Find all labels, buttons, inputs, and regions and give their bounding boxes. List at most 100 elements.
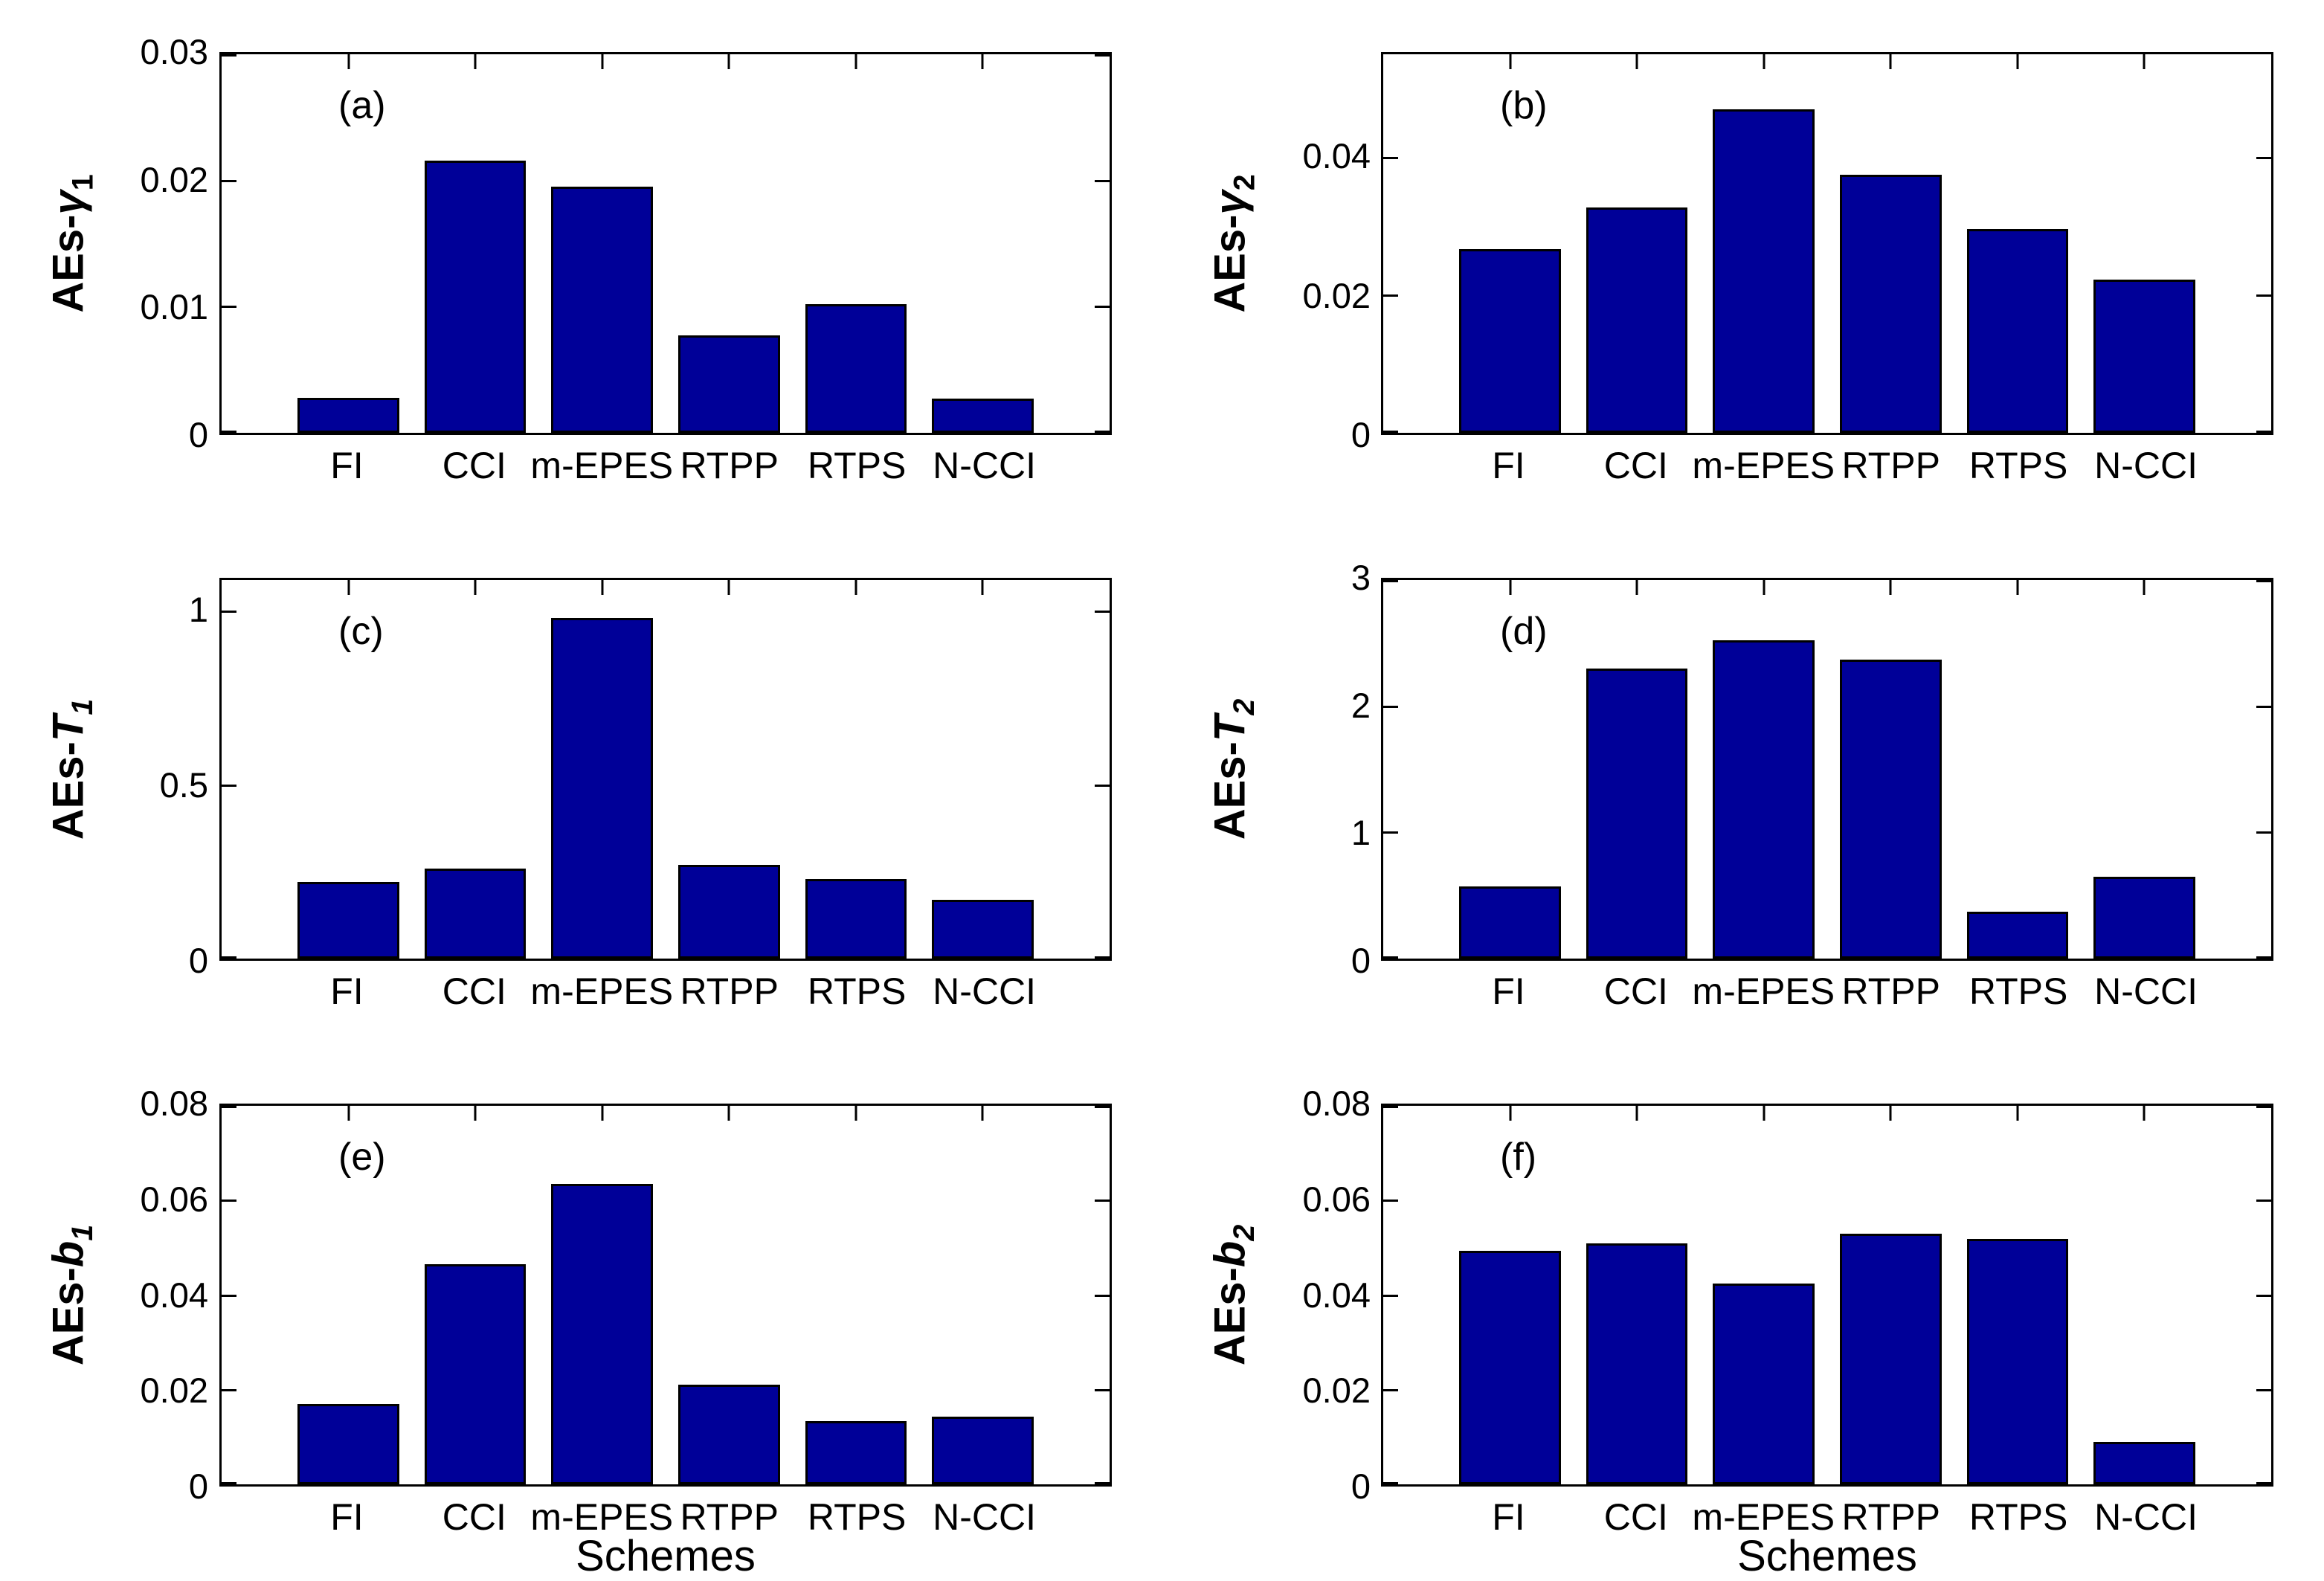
x-category-label: N-CCI [2094,970,2198,1012]
x-category-label: N-CCI [933,1496,1036,1538]
x-tick-mark [981,54,984,69]
x-category-label: N-CCI [2094,445,2198,486]
y-tick-mark [2256,956,2271,959]
y-tick-mark [1383,1482,1398,1484]
y-tick-mark [1383,1200,1398,1202]
x-tick-mark [2016,1106,2019,1121]
y-tick-label: 0.04 [1302,136,1371,176]
y-tick-mark [2256,1106,2271,1108]
y-tick-mark [2256,1200,2271,1202]
y-axis-label-symbol: γ [1206,190,1255,215]
x-category-label: CCI [442,970,506,1012]
y-tick-mark [1095,1294,1110,1297]
x-tick-mark [2143,1106,2146,1121]
x-category-label: RTPS [1969,445,2068,486]
y-tick-mark [1383,1294,1398,1297]
y-axis-label-subscript: 1 [66,1224,100,1241]
x-tick-mark [1635,580,1638,595]
y-tick-mark [222,1388,236,1391]
x-tick-mark [474,580,477,595]
y-tick-mark [2256,580,2271,582]
y-tick-mark [2256,1388,2271,1391]
x-category-label: m-EPES [1692,970,1835,1012]
y-axis-label-wrap: AEs-γ2 [1193,52,1267,435]
y-tick-label: 0.02 [140,1371,208,1411]
x-category-label: CCI [1603,445,1668,486]
chart-panel-b: AEs-γ2 (b) 0 0.02 0.04 FI CCI m-EPES RTPP RTPS N… [1162,0,2324,526]
chart-panel-f: AEs-b2 (f) Schemes 0 0.02 0.04 0.06 0.08 FI CC… [1162,1052,2324,1580]
y-tick-label: 0 [1351,941,1371,980]
y-tick-mark [2256,156,2271,159]
plot-area [219,1104,1112,1487]
x-tick-mark [1509,1106,1512,1121]
y-tick-mark [1383,431,1398,433]
x-category-label: RTPP [680,1496,779,1538]
plot-area [219,52,1112,435]
x-tick-mark [1509,580,1512,595]
y-tick-mark [1095,611,1110,614]
y-tick-mark [2256,831,2271,834]
panel-letter: (b) [1500,84,1548,127]
plot-area [1381,52,2273,435]
y-tick-label: 0.02 [1302,1371,1371,1411]
y-tick-mark [1095,1106,1110,1108]
y-tick-label: 0.03 [140,32,208,71]
y-tick-mark [1095,179,1110,182]
x-category-label: m-EPES [530,970,674,1012]
y-tick-label: 3 [1351,558,1371,597]
x-category-label: m-EPES [530,445,674,486]
y-tick-label: 0.02 [140,159,208,199]
panel-letter: (d) [1500,610,1548,653]
x-category-label: N-CCI [933,970,1036,1012]
x-tick-mark [347,54,350,69]
x-tick-mark [601,1106,604,1121]
bar-RTPS [1966,1238,2069,1484]
x-tick-mark [1763,1106,1765,1121]
x-category-label: FI [330,445,364,486]
x-tick-mark [474,1106,477,1121]
x-tick-mark [1509,54,1512,69]
y-tick-label: 0.04 [140,1275,208,1315]
y-tick-mark [1383,831,1398,834]
x-category-label: RTPS [807,970,907,1012]
bar-m-EPES [1713,109,1815,433]
y-tick-mark [1383,956,1398,959]
bar-FI [297,1403,399,1484]
y-tick-label: 0 [188,941,208,980]
y-tick-mark [222,306,236,309]
y-tick-label: 0 [1351,1466,1371,1506]
x-category-label: m-EPES [530,1496,674,1538]
y-tick-mark [1383,580,1398,582]
bar-RTPS [805,878,907,959]
y-axis-label-wrap: AEs-T2 [1193,578,1267,961]
y-tick-label: 0.08 [140,1083,208,1123]
panel-letter: (c) [338,610,384,653]
plot-area [219,578,1112,961]
x-tick-mark [1635,1106,1638,1121]
y-tick-mark [1095,956,1110,959]
x-tick-mark [854,580,857,595]
x-tick-mark [1763,580,1765,595]
x-category-label: CCI [1603,970,1668,1012]
panel-letter: (a) [338,84,386,127]
plot-area [1381,1104,2273,1487]
x-category-label: RTPS [1969,1496,2068,1538]
y-tick-mark [2256,1294,2271,1297]
y-tick-mark [222,1482,236,1484]
bar-FI [1459,248,1561,433]
y-axis-label-subscript: 2 [1228,1224,1261,1241]
x-category-label: FI [330,970,364,1012]
y-tick-label: 0.06 [1302,1179,1371,1219]
x-category-label: RTPS [807,445,907,486]
y-tick-mark [222,1106,236,1108]
x-tick-mark [2016,580,2019,595]
x-category-label: RTPP [1841,1496,1940,1538]
x-category-label: FI [1492,445,1525,486]
bar-FI [1459,1251,1561,1484]
y-tick-mark [222,179,236,182]
y-axis-label-symbol: T [44,715,93,742]
x-category-label: m-EPES [1692,1496,1835,1538]
y-tick-mark [1383,705,1398,708]
y-tick-mark [1095,1200,1110,1202]
